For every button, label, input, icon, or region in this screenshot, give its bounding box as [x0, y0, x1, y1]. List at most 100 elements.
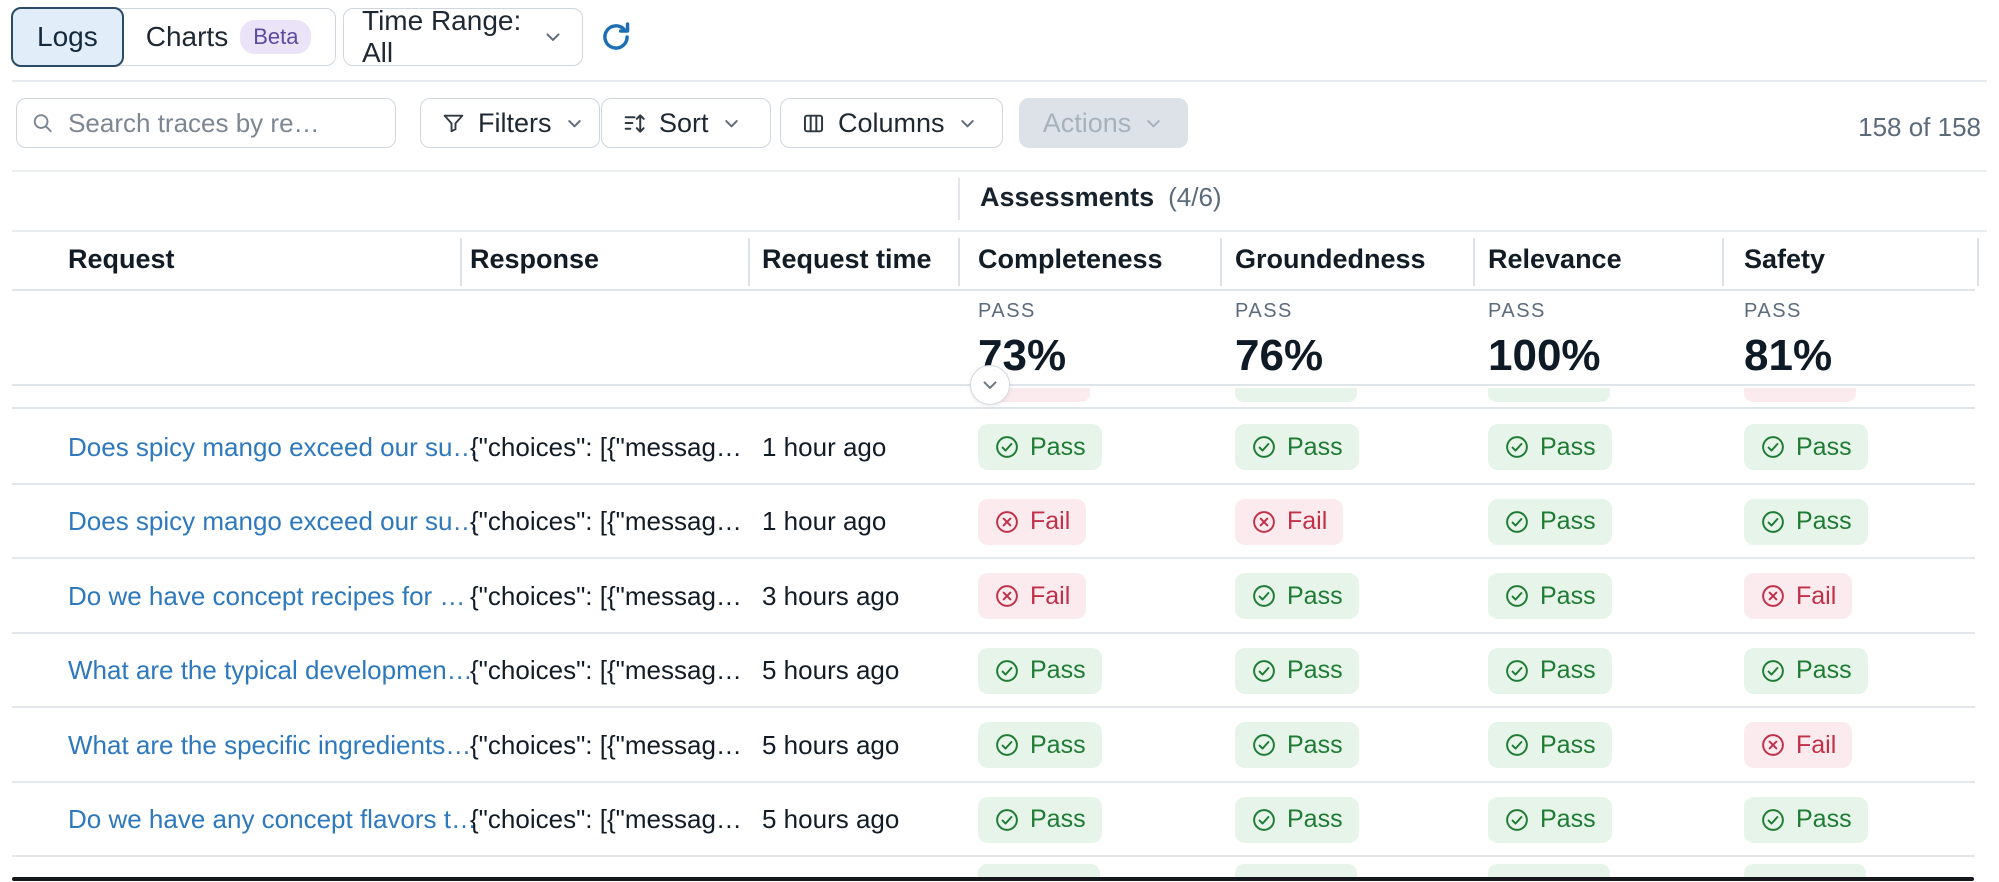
request-link[interactable]: Does spicy mango exceed our su…	[68, 431, 479, 462]
tab-charts-label: Charts	[145, 21, 229, 52]
column-divider	[1473, 238, 1475, 286]
check-circle-icon	[996, 808, 1018, 831]
check-circle-icon	[1253, 808, 1275, 831]
request-time: 5 hours ago	[762, 655, 900, 686]
clipped-badge	[1488, 388, 1610, 402]
request-link[interactable]: Do we have any concept flavors t…	[68, 804, 477, 835]
row-divider	[12, 780, 1975, 783]
actions-label: Actions	[1042, 107, 1132, 138]
badge-label: Pass	[1540, 581, 1596, 610]
check-circle-icon	[1253, 734, 1275, 757]
clipped-badge	[1235, 388, 1357, 402]
row-divider	[12, 631, 1975, 634]
request-link[interactable]: What are the typical developmen…	[68, 655, 473, 686]
actions-button[interactable]: Actions	[1019, 98, 1188, 148]
filters-button[interactable]: Filters	[420, 98, 600, 148]
table-row[interactable]: Do we have concept recipes for … {"choic…	[0, 559, 1999, 634]
column-header-relevance[interactable]: Relevance	[1488, 244, 1622, 274]
badge-label: Pass	[1287, 805, 1343, 834]
table-row[interactable]: What are the specific ingredients… {"cho…	[0, 708, 1999, 783]
request-time: 1 hour ago	[762, 506, 887, 537]
assessment-badge: Fail	[1744, 722, 1853, 769]
check-circle-icon	[1506, 436, 1528, 459]
badge-label: Pass	[1796, 432, 1852, 461]
column-header-groundedness[interactable]: Groundedness	[1235, 244, 1426, 274]
sort-label: Sort	[659, 107, 709, 138]
table-row[interactable]: What are the typical developmen… {"choic…	[0, 634, 1999, 708]
summary-groundedness: PASS 76%	[1235, 300, 1323, 381]
column-divider	[1220, 238, 1222, 286]
check-circle-icon	[1762, 808, 1784, 831]
sort-button[interactable]: Sort	[601, 98, 771, 148]
table-row[interactable]: Does spicy mango exceed our su… {"choice…	[0, 410, 1999, 485]
assessment-badge: Pass	[1488, 647, 1612, 694]
column-header-request[interactable]: Request	[68, 244, 175, 274]
table-row[interactable]: Does spicy mango exceed our su… {"choice…	[0, 485, 1999, 559]
request-link[interactable]: Does spicy mango exceed our su…	[68, 506, 479, 537]
tab-logs[interactable]: Logs	[11, 7, 124, 67]
badge-label: Pass	[1030, 656, 1086, 685]
table-row[interactable]: Do we have any concept flavors t… {"choi…	[0, 783, 1999, 857]
row-divider	[12, 706, 1975, 708]
filters-label: Filters	[478, 107, 552, 138]
assessments-left-divider	[958, 178, 960, 220]
column-header-safety[interactable]: Safety	[1744, 244, 1826, 274]
assessment-badge: Pass	[978, 647, 1102, 694]
request-link[interactable]: Do we have concept recipes for …	[68, 580, 466, 611]
column-divider	[460, 238, 462, 286]
assessments-count: (4/6)	[1168, 182, 1222, 212]
badge-label: Fail	[1796, 730, 1837, 759]
badge-label: Pass	[1796, 507, 1852, 536]
column-header-response[interactable]: Response	[470, 244, 600, 274]
assessment-badge: Pass	[1744, 424, 1868, 471]
summary-pass-label: PASS	[1235, 300, 1293, 322]
check-circle-icon	[1253, 659, 1275, 682]
badge-label: Pass	[1287, 656, 1343, 685]
request-link[interactable]: What are the specific ingredients…	[68, 729, 472, 760]
check-circle-icon	[1506, 808, 1528, 831]
column-header-request-time[interactable]: Request time	[762, 244, 932, 274]
assessment-badge: Pass	[1235, 647, 1359, 694]
check-circle-icon	[1762, 659, 1784, 682]
row-divider	[12, 482, 1975, 485]
x-circle-icon	[1762, 585, 1784, 608]
tab-charts[interactable]: Charts Beta	[122, 9, 336, 65]
summary-pass-rate: 76%	[1235, 331, 1324, 380]
badge-label: Pass	[1540, 805, 1596, 834]
badge-label: Pass	[1796, 805, 1852, 834]
collapse-summary-button[interactable]	[970, 365, 1010, 405]
search-traces-box	[16, 98, 396, 148]
x-circle-icon	[1762, 734, 1784, 757]
column-divider	[748, 238, 750, 286]
check-circle-icon	[1506, 659, 1528, 682]
x-circle-icon	[996, 585, 1018, 608]
columns-icon	[803, 114, 824, 132]
chevron-down-icon	[960, 119, 974, 127]
refresh-button[interactable]	[598, 19, 634, 55]
assessments-group-header: Assessments (4/6)	[980, 182, 1222, 213]
column-divider	[958, 238, 960, 286]
clipped-badge	[1488, 864, 1610, 878]
assessment-badge: Pass	[1744, 647, 1868, 694]
time-range-dropdown[interactable]: Time Range: All	[343, 5, 583, 68]
column-header-completeness[interactable]: Completeness	[978, 244, 1163, 274]
row-divider	[12, 855, 1975, 857]
check-circle-icon	[1253, 585, 1275, 608]
logs-charts-segmented-control: Logs Charts Beta	[11, 7, 337, 67]
assessment-badge: Pass	[1235, 424, 1359, 471]
check-circle-icon	[1506, 510, 1528, 533]
assessment-badge: Pass	[1488, 424, 1612, 471]
assessments-title: Assessments	[980, 182, 1155, 212]
check-circle-icon	[1506, 734, 1528, 757]
summary-safety: PASS 81%	[1744, 300, 1832, 381]
chevron-down-icon	[724, 119, 738, 127]
columns-button[interactable]: Columns	[780, 98, 1003, 148]
chevron-down-icon	[1147, 119, 1160, 127]
header-top-divider	[12, 230, 1987, 232]
result-count: 158 of 158	[1858, 112, 1981, 142]
assessment-badge: Pass	[978, 796, 1102, 843]
check-circle-icon	[996, 734, 1018, 757]
search-input[interactable]	[66, 106, 381, 140]
response-preview: {"choices": [{"messag…	[470, 655, 742, 686]
badge-label: Pass	[1796, 656, 1852, 685]
